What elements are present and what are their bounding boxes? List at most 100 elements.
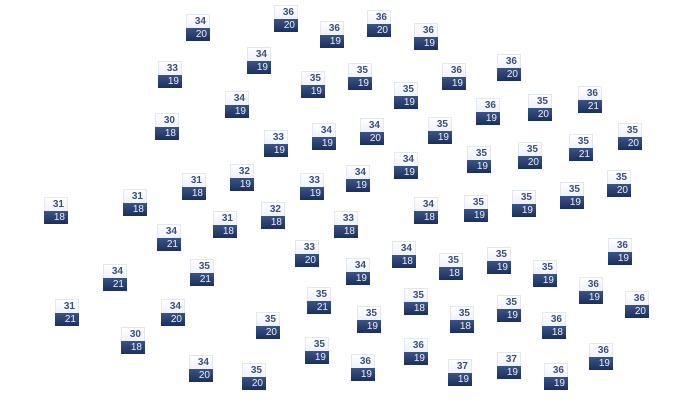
station-label[interactable]: 36 19 xyxy=(414,23,438,50)
station-label[interactable]: 35 18 xyxy=(439,253,463,280)
station-label[interactable]: 32 19 xyxy=(230,164,254,191)
station-label[interactable]: 34 19 xyxy=(394,152,418,179)
station-label[interactable]: 34 18 xyxy=(392,241,416,268)
station-label-top-value: 35 xyxy=(467,146,491,160)
station-label[interactable]: 35 21 xyxy=(190,259,214,286)
station-label[interactable]: 30 18 xyxy=(121,327,145,354)
station-label[interactable]: 36 19 xyxy=(579,277,603,304)
station-label-bottom-value: 18 xyxy=(121,341,145,354)
station-label-top-value: 34 xyxy=(346,165,370,179)
station-label[interactable]: 33 20 xyxy=(295,240,319,267)
station-label[interactable]: 35 19 xyxy=(560,182,584,209)
station-label[interactable]: 34 19 xyxy=(247,47,271,74)
station-label[interactable]: 36 20 xyxy=(274,5,298,32)
station-label-bottom-value: 19 xyxy=(497,366,521,379)
station-label[interactable]: 35 19 xyxy=(305,337,329,364)
station-label[interactable]: 34 19 xyxy=(346,165,370,192)
station-label[interactable]: 34 19 xyxy=(225,91,249,118)
station-label[interactable]: 35 21 xyxy=(307,287,331,314)
station-label[interactable]: 31 18 xyxy=(123,189,147,216)
station-label[interactable]: 34 21 xyxy=(157,224,181,251)
station-label[interactable]: 34 20 xyxy=(186,14,210,41)
station-label[interactable]: 34 20 xyxy=(189,355,213,382)
station-label[interactable]: 35 19 xyxy=(464,195,488,222)
station-label-top-value: 33 xyxy=(334,211,358,225)
station-label-bottom-value: 21 xyxy=(578,100,602,113)
station-label-bottom-value: 19 xyxy=(560,196,584,209)
station-label[interactable]: 31 18 xyxy=(213,211,237,238)
station-label[interactable]: 37 19 xyxy=(448,359,472,386)
station-label-top-value: 37 xyxy=(497,352,521,366)
station-label[interactable]: 35 19 xyxy=(512,190,536,217)
station-label[interactable]: 35 19 xyxy=(301,71,325,98)
station-label-bottom-value: 18 xyxy=(414,211,438,224)
station-label[interactable]: 33 18 xyxy=(334,211,358,238)
station-label[interactable]: 34 20 xyxy=(360,118,384,145)
station-label[interactable]: 30 18 xyxy=(155,113,179,140)
station-label[interactable]: 35 21 xyxy=(569,134,593,161)
station-label[interactable]: 35 20 xyxy=(256,312,280,339)
station-label[interactable]: 36 20 xyxy=(367,10,391,37)
station-label[interactable]: 35 20 xyxy=(528,94,552,121)
station-label[interactable]: 35 19 xyxy=(497,295,521,322)
station-label[interactable]: 34 20 xyxy=(161,299,185,326)
station-label-bottom-value: 20 xyxy=(607,184,631,197)
station-label[interactable]: 35 20 xyxy=(618,123,642,150)
station-label-top-value: 35 xyxy=(439,253,463,267)
station-label-top-value: 34 xyxy=(247,47,271,61)
station-label[interactable]: 36 19 xyxy=(476,98,500,125)
station-label[interactable]: 36 21 xyxy=(578,86,602,113)
station-label-bottom-value: 19 xyxy=(312,137,336,150)
station-label-top-value: 36 xyxy=(442,63,466,77)
station-label-bottom-value: 19 xyxy=(158,75,182,88)
station-label-bottom-value: 18 xyxy=(334,225,358,238)
station-label[interactable]: 35 18 xyxy=(404,288,428,315)
station-label[interactable]: 36 18 xyxy=(542,312,566,339)
station-label[interactable]: 35 19 xyxy=(533,260,557,287)
station-label[interactable]: 35 19 xyxy=(394,82,418,109)
station-label-bottom-value: 18 xyxy=(213,225,237,238)
station-label[interactable]: 36 19 xyxy=(589,343,613,370)
station-label-top-value: 34 xyxy=(161,299,185,313)
station-label[interactable]: 31 18 xyxy=(182,173,206,200)
station-label-top-value: 34 xyxy=(225,91,249,105)
station-label[interactable]: 35 19 xyxy=(348,63,372,90)
station-label[interactable]: 36 19 xyxy=(442,63,466,90)
station-label[interactable]: 34 19 xyxy=(346,258,370,285)
station-label[interactable]: 36 19 xyxy=(351,354,375,381)
station-label-bottom-value: 21 xyxy=(55,313,79,326)
station-label[interactable]: 35 19 xyxy=(428,117,452,144)
station-label-bottom-value: 19 xyxy=(448,373,472,386)
station-label-bottom-value: 18 xyxy=(155,127,179,140)
station-label[interactable]: 35 19 xyxy=(467,146,491,173)
station-label[interactable]: 33 19 xyxy=(158,61,182,88)
station-label-bottom-value: 19 xyxy=(487,261,511,274)
station-label-top-value: 32 xyxy=(261,202,285,216)
station-label[interactable]: 33 19 xyxy=(300,173,324,200)
station-label[interactable]: 36 19 xyxy=(404,338,428,365)
station-label[interactable]: 35 18 xyxy=(450,306,474,333)
station-label[interactable]: 34 19 xyxy=(312,123,336,150)
station-label[interactable]: 36 19 xyxy=(608,238,632,265)
station-label-top-value: 33 xyxy=(158,61,182,75)
station-label[interactable]: 35 20 xyxy=(607,170,631,197)
station-label[interactable]: 31 18 xyxy=(44,197,68,224)
station-label[interactable]: 37 19 xyxy=(497,352,521,379)
station-label-bottom-value: 19 xyxy=(247,61,271,74)
station-label[interactable]: 36 20 xyxy=(497,54,521,81)
station-label[interactable]: 36 20 xyxy=(625,291,649,318)
station-label[interactable]: 35 20 xyxy=(242,363,266,390)
station-label[interactable]: 36 19 xyxy=(544,363,568,390)
station-label[interactable]: 31 21 xyxy=(55,299,79,326)
station-label[interactable]: 36 19 xyxy=(320,21,344,48)
station-label[interactable]: 35 20 xyxy=(518,142,542,169)
station-label-top-value: 34 xyxy=(394,152,418,166)
station-label-top-value: 36 xyxy=(274,5,298,19)
station-label[interactable]: 35 19 xyxy=(487,247,511,274)
station-label[interactable]: 35 19 xyxy=(357,306,381,333)
station-label[interactable]: 34 18 xyxy=(414,197,438,224)
station-label[interactable]: 34 21 xyxy=(103,264,127,291)
station-label[interactable]: 33 19 xyxy=(264,130,288,157)
station-label[interactable]: 32 18 xyxy=(261,202,285,229)
station-label-bottom-value: 18 xyxy=(123,203,147,216)
